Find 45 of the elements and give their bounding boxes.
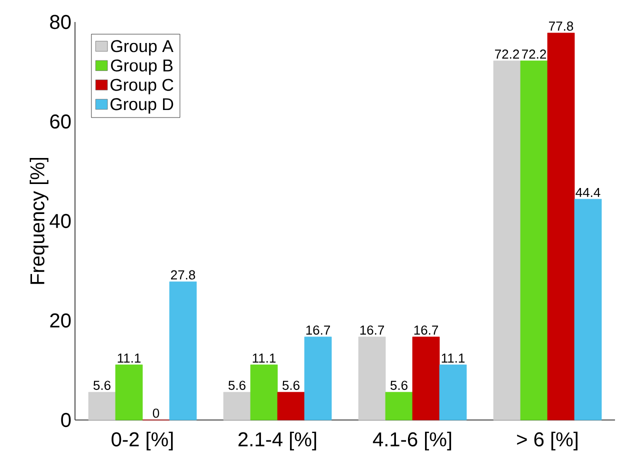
y-tick-label: 40: [50, 214, 71, 228]
bar: [358, 336, 386, 420]
data-label: 16.7: [306, 326, 330, 335]
y-axis-title: Frequency [%]: [30, 158, 48, 284]
x-tick-label: 2.1-4 [%]: [238, 432, 316, 450]
legend-label: Group B: [111, 59, 173, 75]
bar: [223, 392, 251, 420]
bar: [115, 364, 143, 420]
legend-label: Group D: [110, 98, 174, 114]
y-tick-label: 80: [50, 14, 71, 30]
bar: [439, 364, 467, 420]
data-label: 5.6: [282, 380, 300, 390]
data-label: 44.4: [576, 188, 600, 197]
x-tick-label: > 6 [%]: [517, 432, 578, 450]
data-label: 72.2: [495, 50, 519, 59]
bar: [574, 198, 602, 420]
bar: [88, 392, 116, 420]
bar: [169, 281, 197, 420]
data-label: 27.8: [171, 270, 196, 280]
data-label: 72.2: [522, 50, 546, 59]
data-label: 16.7: [414, 326, 438, 335]
y-tick-label: 20: [50, 313, 71, 328]
bar: [520, 60, 548, 420]
data-label: 77.8: [549, 22, 574, 31]
data-label: 5.6: [93, 380, 110, 390]
data-label: 5.6: [390, 380, 408, 390]
bar: [547, 32, 575, 420]
y-tick-label: 0: [61, 412, 71, 428]
data-label: 11.1: [118, 354, 141, 363]
data-label: 16.7: [360, 326, 384, 335]
x-tick-label: 4.1-6 [%]: [372, 432, 452, 450]
bar: [250, 364, 278, 420]
legend-label: Group A: [111, 40, 174, 56]
bar: [304, 336, 332, 420]
bar: [412, 336, 440, 420]
data-label: 11.1: [252, 354, 276, 363]
bar: [385, 392, 413, 420]
x-tick-label: 0-2 [%]: [112, 432, 173, 450]
data-label: 11.1: [442, 354, 465, 363]
bar: [277, 392, 305, 420]
legend-label: Group C: [110, 78, 174, 94]
y-tick-label: 60: [50, 114, 71, 129]
data-label: 0: [152, 408, 160, 418]
data-label: 5.6: [228, 380, 246, 390]
bar: [493, 60, 521, 420]
